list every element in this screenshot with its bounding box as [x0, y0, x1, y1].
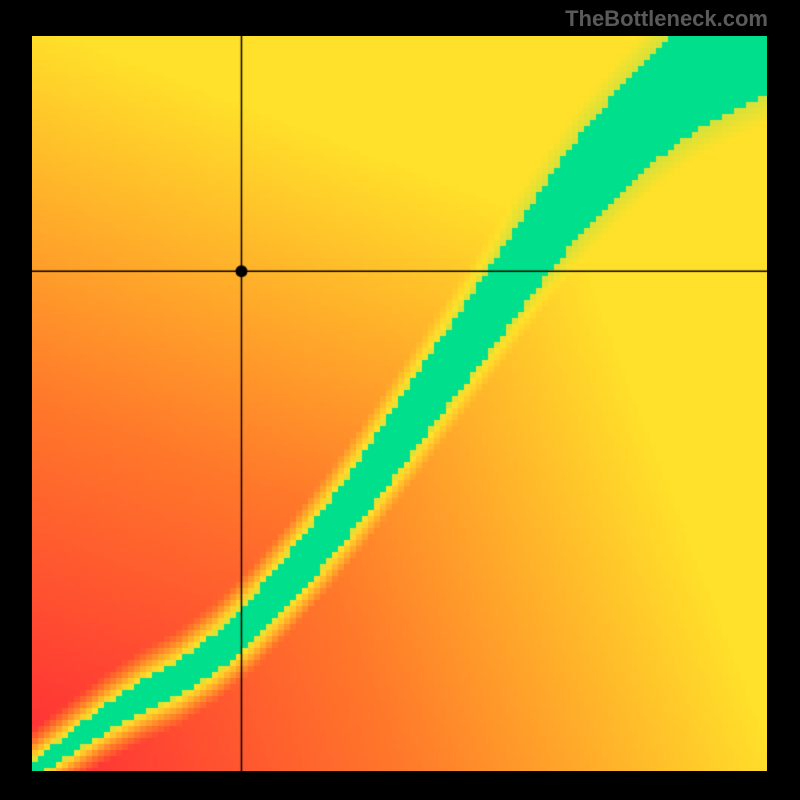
attribution-text: TheBottleneck.com — [565, 6, 768, 32]
heatmap-canvas — [32, 36, 767, 771]
heatmap-chart — [32, 36, 767, 771]
